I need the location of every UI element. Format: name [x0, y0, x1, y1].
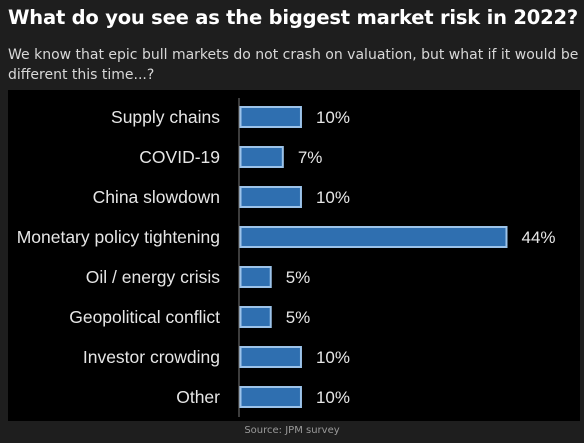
chart-subtitle: We know that epic bull markets do not cr… — [8, 47, 579, 83]
bar-investor-crowding — [239, 346, 302, 368]
bar-oil-energy-crisis — [239, 266, 272, 288]
bar-geopolitical-conflict — [239, 306, 272, 328]
category-label-monetary-policy-tightening: Monetary policy tightening — [17, 227, 220, 247]
category-label-china-slowdown: China slowdown — [93, 187, 220, 207]
source-note: Source: JPM survey — [244, 425, 340, 436]
value-label-covid-19: 7% — [298, 148, 323, 167]
bar-china-slowdown — [239, 186, 302, 208]
bar-chart: Supply chains COVID-19 China slowdown Monet… — [17, 98, 556, 417]
category-label-investor-crowding: Investor crowding — [83, 347, 220, 367]
plot-area: Supply chains COVID-19 China slowdown Monet… — [8, 90, 580, 421]
bars — [239, 106, 508, 408]
category-label-geopolitical-conflict: Geopolitical conflict — [69, 307, 220, 327]
value-label-geopolitical-conflict: 5% — [286, 308, 311, 327]
bar-supply-chains — [239, 106, 302, 128]
bar-monetary-policy-tightening — [239, 226, 508, 248]
category-label-oil-energy-crisis: Oil / energy crisis — [86, 267, 220, 287]
value-label-other: 10% — [316, 388, 350, 407]
value-label-supply-chains: 10% — [316, 108, 350, 127]
category-label-covid-19: COVID-19 — [139, 147, 220, 167]
bar-other — [239, 386, 302, 408]
category-label-supply-chains: Supply chains — [111, 107, 220, 127]
value-labels: 10% 7% 10% 44% 5% 5% 10% 10% — [286, 108, 556, 407]
value-label-monetary-policy-tightening: 44% — [522, 228, 556, 247]
value-label-china-slowdown: 10% — [316, 188, 350, 207]
bar-covid-19 — [239, 146, 284, 168]
value-label-investor-crowding: 10% — [316, 348, 350, 367]
value-label-oil-energy-crisis: 5% — [286, 268, 311, 287]
category-labels: Supply chains COVID-19 China slowdown Monet… — [17, 107, 221, 407]
chart-title: What do you see as the biggest market ri… — [8, 6, 578, 29]
category-label-other: Other — [176, 387, 220, 407]
